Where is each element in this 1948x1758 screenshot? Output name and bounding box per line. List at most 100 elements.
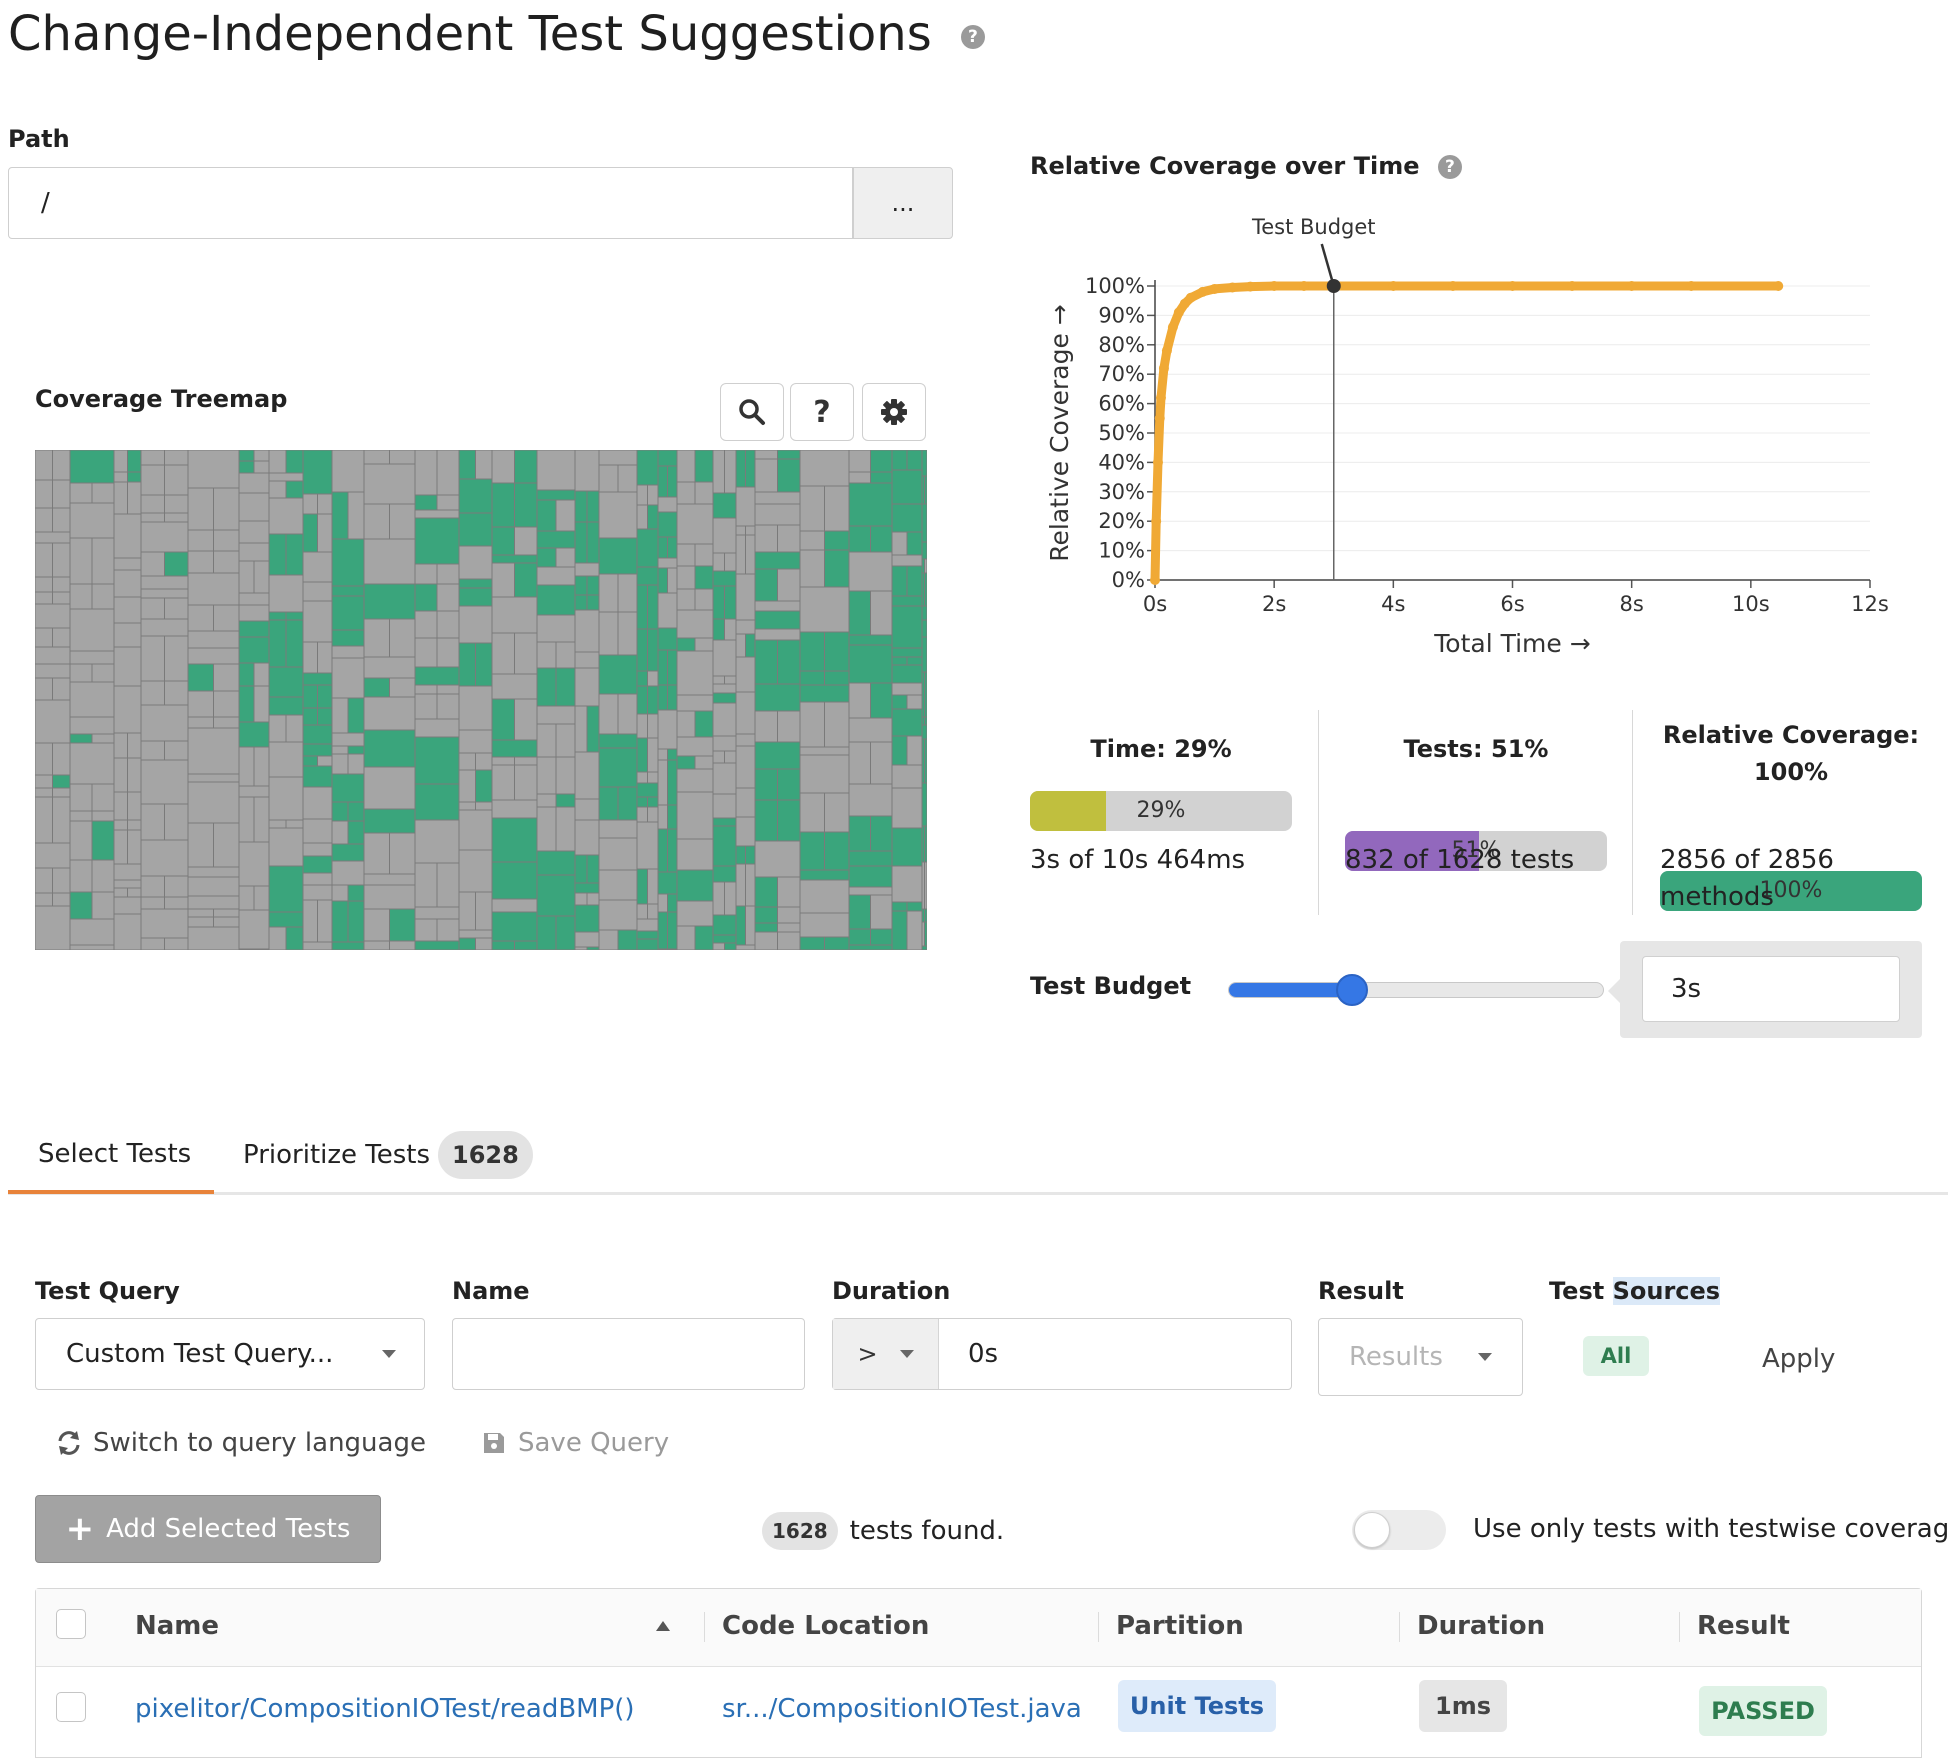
treemap-cell[interactable] (754, 551, 801, 570)
treemap-cell[interactable] (536, 499, 557, 532)
treemap-cell[interactable] (574, 562, 600, 577)
treemap-cell[interactable] (436, 583, 460, 612)
treemap-cell[interactable] (921, 541, 927, 560)
treemap-cell[interactable] (35, 507, 53, 533)
treemap-cell[interactable] (824, 485, 850, 532)
treemap-cell[interactable] (848, 482, 893, 527)
treemap-cell[interactable] (331, 941, 365, 950)
treemap-cell[interactable] (187, 630, 240, 649)
treemap-cell[interactable] (140, 704, 189, 742)
treemap-cell[interactable] (647, 796, 659, 808)
treemap-search-button[interactable] (720, 383, 784, 441)
treemap-cell[interactable] (213, 529, 240, 552)
treemap-cell[interactable] (891, 764, 923, 789)
treemap-cell[interactable] (414, 736, 460, 785)
treemap-cell[interactable] (598, 819, 638, 839)
treemap-cell[interactable] (574, 609, 600, 653)
treemap-cell[interactable] (164, 450, 189, 466)
treemap-cell[interactable] (891, 450, 908, 471)
treemap-cell[interactable] (268, 926, 287, 950)
treemap-cell[interactable] (598, 929, 619, 950)
treemap-cell[interactable] (238, 885, 255, 911)
treemap-cell[interactable] (536, 850, 576, 876)
treemap-cell[interactable] (414, 906, 460, 920)
treemap-cell[interactable] (458, 642, 476, 687)
treemap-cell[interactable] (906, 656, 923, 666)
treemap-cell[interactable] (187, 895, 240, 910)
treemap-cell[interactable] (555, 547, 576, 568)
treemap-cell[interactable] (164, 680, 189, 706)
treemap-cell[interactable] (164, 464, 189, 496)
treemap-cell[interactable] (491, 698, 515, 741)
treemap-cell[interactable] (555, 793, 576, 808)
treemap-cell[interactable] (712, 762, 737, 795)
treemap-cell[interactable] (331, 773, 365, 803)
treemap-cell[interactable] (113, 879, 142, 889)
treemap-cell[interactable] (113, 557, 142, 571)
treemap-cell[interactable] (213, 604, 240, 632)
treemap-cell[interactable] (891, 656, 908, 666)
treemap-cell[interactable] (536, 756, 557, 795)
treemap-cell[interactable] (870, 815, 893, 852)
treemap-cell[interactable] (363, 729, 416, 768)
treemap-cell[interactable] (363, 450, 390, 465)
budget-input[interactable]: 3s (1642, 956, 1900, 1022)
treemap-cell[interactable] (712, 865, 737, 883)
treemap-cell[interactable] (317, 755, 333, 767)
treemap-cell[interactable] (35, 576, 53, 593)
treemap-cell[interactable] (799, 485, 825, 532)
treemap-cell[interactable] (164, 597, 189, 620)
treemap-cell[interactable] (91, 891, 115, 920)
treemap-cell[interactable] (891, 469, 923, 505)
treemap-cell[interactable] (389, 908, 416, 942)
treemap-cell[interactable] (536, 566, 576, 586)
treemap-cell[interactable] (187, 773, 240, 783)
treemap-cell[interactable] (475, 752, 493, 771)
treemap-cell[interactable] (268, 865, 304, 913)
treemap-cell[interactable] (536, 874, 576, 917)
treemap-cell[interactable] (491, 911, 538, 942)
treemap-cell[interactable] (574, 819, 600, 856)
treemap-cell[interactable] (238, 492, 270, 522)
treemap-cell[interactable] (140, 635, 165, 682)
treemap-cell[interactable] (891, 865, 923, 903)
treemap-cell[interactable] (799, 936, 825, 950)
treemap-cell[interactable] (491, 739, 538, 758)
treemap-cell[interactable] (598, 786, 619, 821)
treemap-cell[interactable] (647, 484, 659, 506)
treemap-cell[interactable] (891, 735, 908, 766)
treemap-cell[interactable] (347, 884, 365, 902)
treemap-cell[interactable] (536, 530, 576, 549)
treemap-cell[interactable] (35, 742, 53, 776)
treemap-cell[interactable] (555, 499, 576, 532)
treemap-cell[interactable] (891, 647, 923, 658)
treemap-cell[interactable] (754, 710, 778, 743)
treemap-cell[interactable] (676, 869, 714, 902)
treemap-cell[interactable] (754, 600, 801, 612)
treemap-cell[interactable] (331, 820, 349, 845)
treemap-cell[interactable] (735, 573, 756, 621)
code-location-link[interactable]: sr.../CompositionIOTest.java (722, 1694, 1082, 1724)
treemap-cell[interactable] (754, 503, 801, 526)
treemap-cell[interactable] (414, 940, 460, 950)
treemap-cell[interactable] (694, 637, 714, 652)
treemap-cell[interactable] (187, 781, 240, 824)
treemap-cell[interactable] (647, 806, 659, 823)
treemap-cell[interactable] (458, 587, 493, 607)
treemap-cell[interactable] (238, 909, 270, 950)
treemap-cell[interactable] (799, 631, 825, 672)
treemap-cell[interactable] (253, 796, 270, 843)
treemap-cell[interactable] (657, 557, 678, 569)
budget-slider-track[interactable] (1228, 982, 1604, 998)
treemap-cell[interactable] (924, 738, 928, 784)
treemap-cell[interactable] (598, 899, 638, 931)
treemap-cell[interactable] (891, 708, 923, 737)
treemap-cell[interactable] (514, 698, 538, 741)
treemap-cell[interactable] (285, 480, 304, 499)
treemap-cell[interactable] (331, 657, 365, 699)
treemap-cell[interactable] (777, 906, 801, 924)
treemap-cell[interactable] (187, 487, 214, 531)
treemap-cell[interactable] (924, 921, 928, 947)
treemap-cell[interactable] (414, 509, 460, 519)
treemap-cell[interactable] (598, 573, 619, 613)
